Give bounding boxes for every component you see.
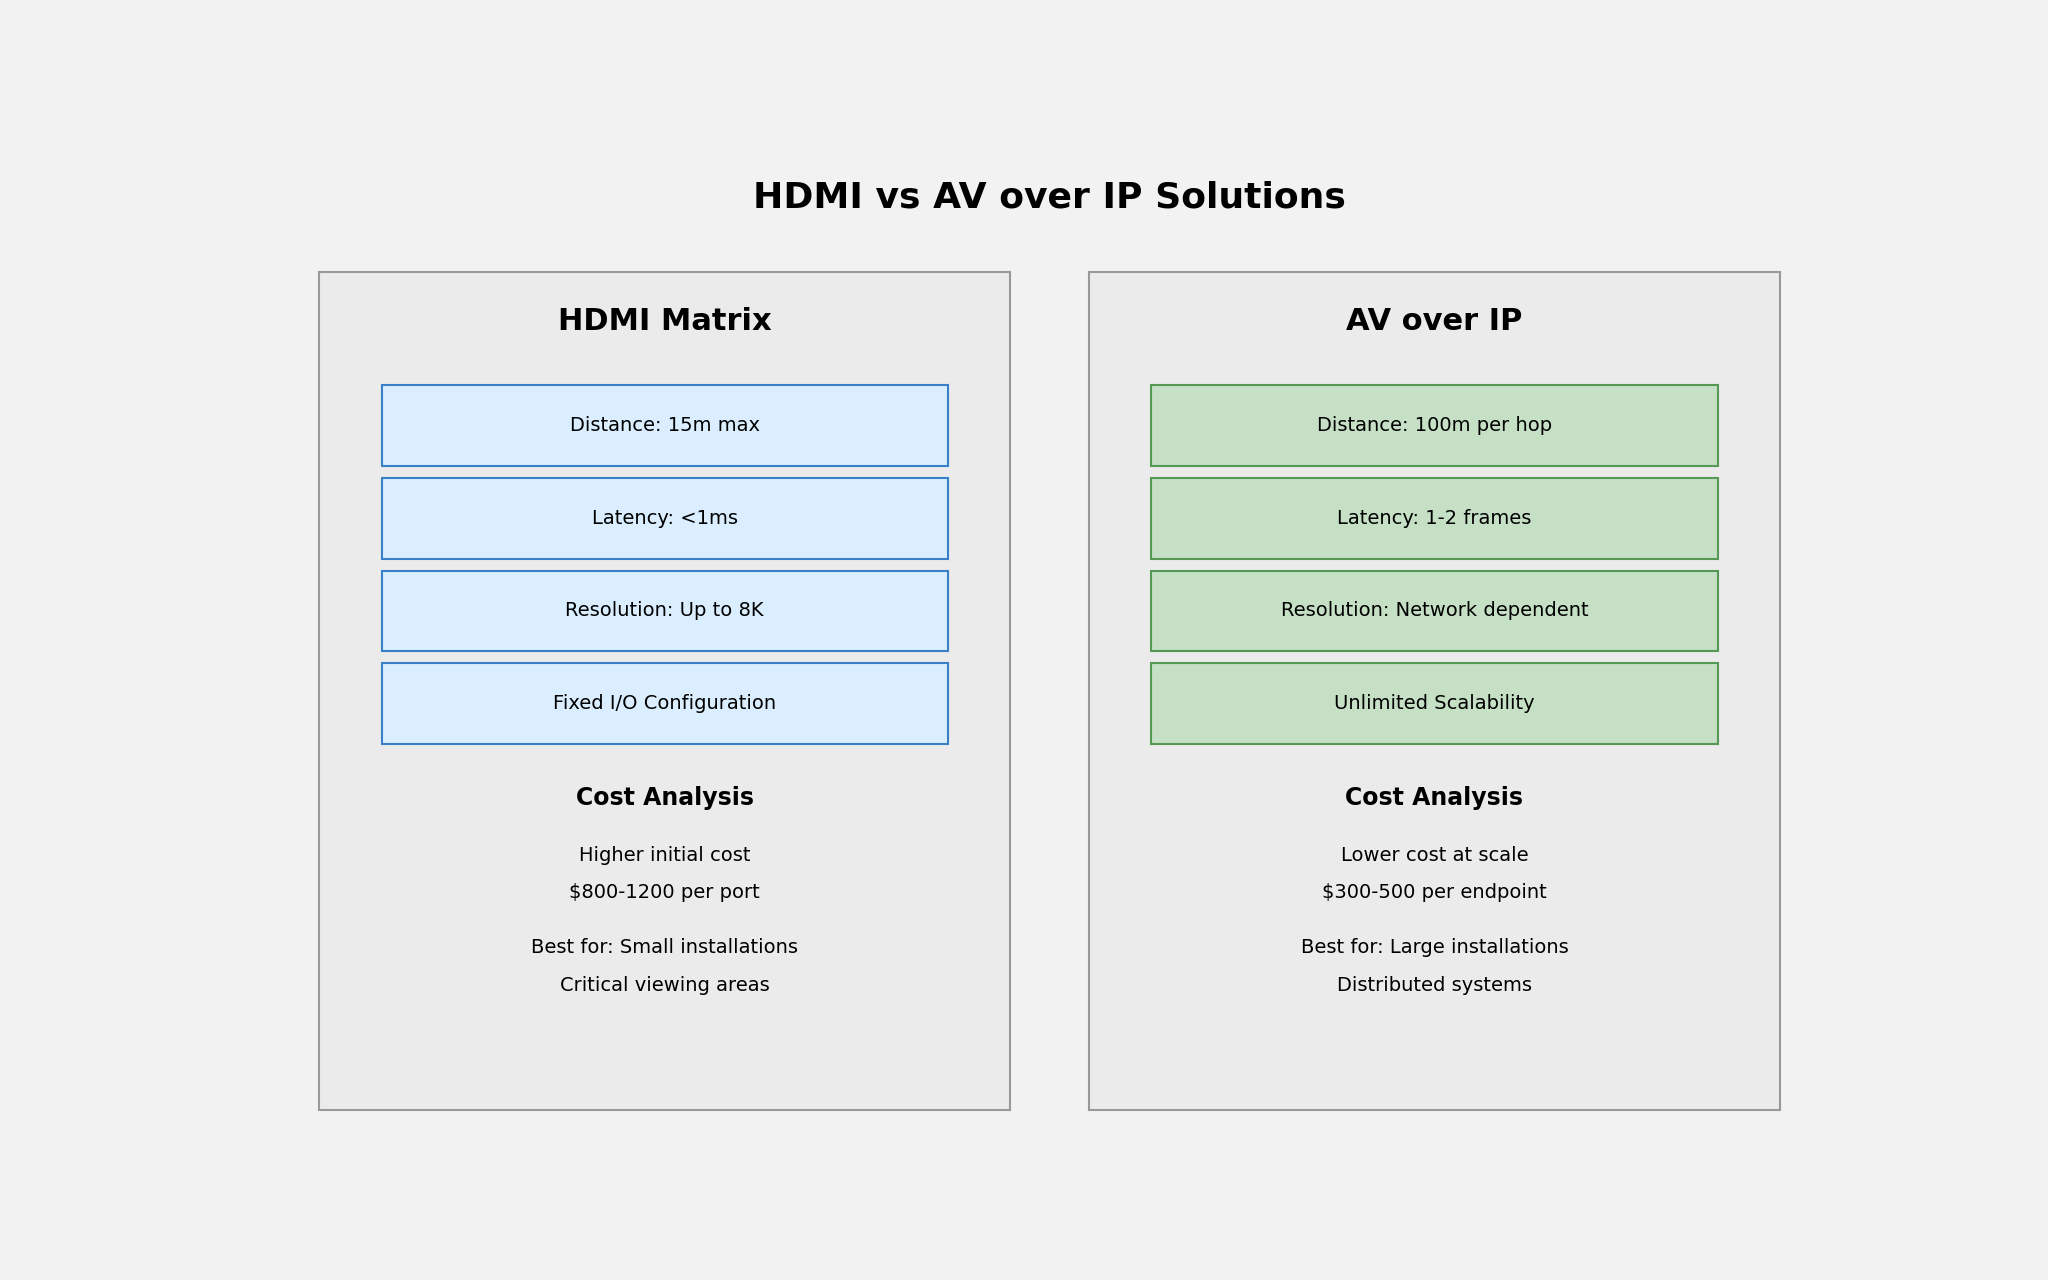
FancyBboxPatch shape [1151, 477, 1718, 558]
Text: Cost Analysis: Cost Analysis [575, 786, 754, 810]
Text: $300-500 per endpoint: $300-500 per endpoint [1323, 883, 1546, 902]
Text: AV over IP: AV over IP [1346, 307, 1522, 335]
Text: Best for: Small installations: Best for: Small installations [530, 938, 799, 957]
Text: Best for: Large installations: Best for: Large installations [1300, 938, 1569, 957]
Text: Fixed I/O Configuration: Fixed I/O Configuration [553, 694, 776, 713]
Text: Distance: 15m max: Distance: 15m max [569, 416, 760, 435]
FancyBboxPatch shape [381, 385, 948, 466]
FancyBboxPatch shape [1151, 571, 1718, 652]
FancyBboxPatch shape [1151, 385, 1718, 466]
Text: Latency: <1ms: Latency: <1ms [592, 508, 737, 527]
FancyBboxPatch shape [381, 663, 948, 744]
Text: Critical viewing areas: Critical viewing areas [559, 975, 770, 995]
FancyBboxPatch shape [381, 477, 948, 558]
Text: HDMI vs AV over IP Solutions: HDMI vs AV over IP Solutions [754, 180, 1346, 215]
Text: Resolution: Up to 8K: Resolution: Up to 8K [565, 602, 764, 621]
Text: Lower cost at scale: Lower cost at scale [1341, 846, 1528, 865]
Text: $800-1200 per port: $800-1200 per port [569, 883, 760, 902]
Text: Higher initial cost: Higher initial cost [580, 846, 750, 865]
Text: Distance: 100m per hop: Distance: 100m per hop [1317, 416, 1552, 435]
Text: Cost Analysis: Cost Analysis [1346, 786, 1524, 810]
FancyBboxPatch shape [1151, 663, 1718, 744]
Text: Unlimited Scalability: Unlimited Scalability [1333, 694, 1534, 713]
Text: Resolution: Network dependent: Resolution: Network dependent [1280, 602, 1589, 621]
FancyBboxPatch shape [1090, 271, 1780, 1110]
FancyBboxPatch shape [319, 271, 1010, 1110]
Text: Distributed systems: Distributed systems [1337, 975, 1532, 995]
Text: HDMI Matrix: HDMI Matrix [557, 307, 772, 335]
Text: Latency: 1-2 frames: Latency: 1-2 frames [1337, 508, 1532, 527]
FancyBboxPatch shape [381, 571, 948, 652]
